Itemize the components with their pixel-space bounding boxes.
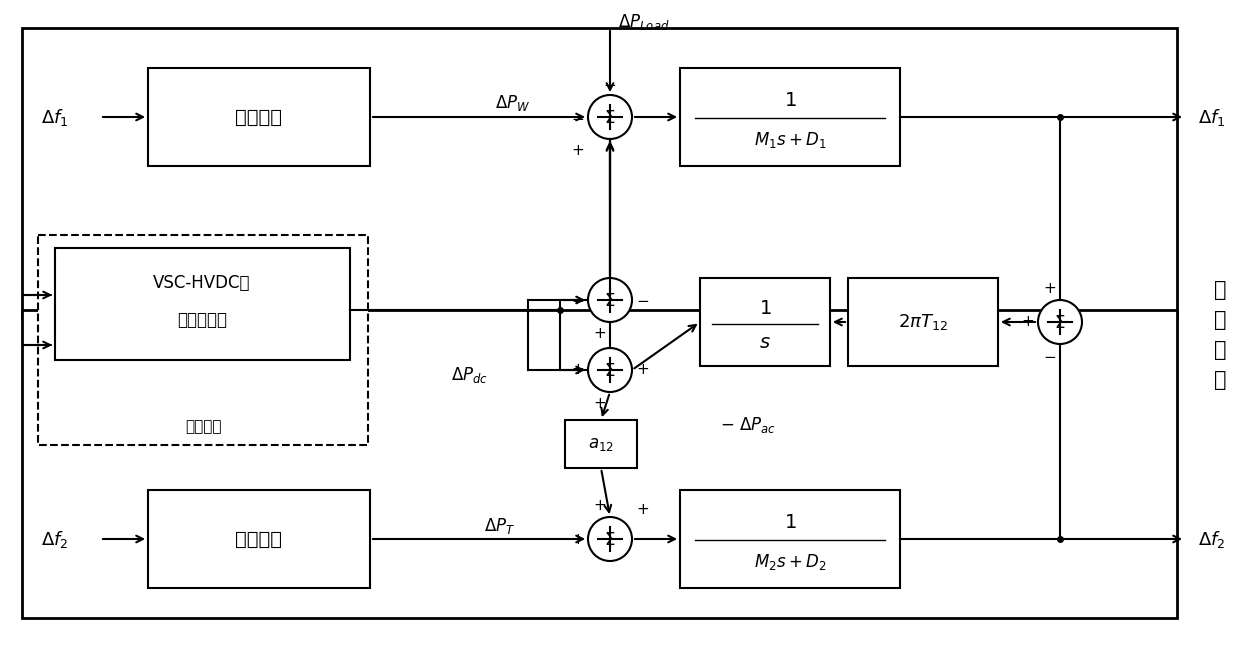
Text: $2\pi T_{12}$: $2\pi T_{12}$ [898,312,949,332]
Bar [680,490,900,588]
Bar [565,420,637,468]
Text: 率附加控制: 率附加控制 [177,311,227,329]
Bar [55,248,350,360]
Text: $\Delta f_1$: $\Delta f_1$ [1198,106,1225,128]
Text: $-$: $-$ [636,292,650,308]
Text: $1$: $1$ [784,513,796,531]
Text: 火电机组: 火电机组 [236,530,283,548]
Text: 直流线路: 直流线路 [185,419,221,435]
Text: $+$: $+$ [570,531,584,546]
Text: $+$: $+$ [636,502,649,517]
Text: $\Sigma$: $\Sigma$ [604,531,616,549]
Bar [22,310,1177,618]
Text: $\Sigma$: $\Sigma$ [604,292,616,310]
Text: 线: 线 [1214,310,1226,330]
Text: 交: 交 [1214,370,1226,390]
Text: $\Sigma$: $\Sigma$ [604,109,616,127]
Text: $\Delta f_2$: $\Delta f_2$ [1198,528,1225,550]
Text: $\Delta P_T$: $\Delta P_T$ [484,516,515,536]
Text: $\Sigma$: $\Sigma$ [1054,314,1065,332]
Text: $+$: $+$ [593,326,606,341]
Text: VSC-HVDC频: VSC-HVDC频 [154,274,250,292]
Bar [22,28,1177,318]
Text: $a_{12}$: $a_{12}$ [588,435,614,453]
Text: $\Delta P_W$: $\Delta P_W$ [495,93,529,113]
Text: $M_2s+D_2$: $M_2s+D_2$ [754,552,826,572]
Circle shape [588,517,632,561]
Text: $+$: $+$ [593,396,606,411]
Bar [848,278,998,366]
Text: $\Sigma$: $\Sigma$ [604,362,616,380]
Circle shape [588,95,632,139]
Text: $M_1s+D_1$: $M_1s+D_1$ [754,130,826,150]
Text: $-\ \Delta P_{ac}$: $-\ \Delta P_{ac}$ [720,415,776,435]
Circle shape [588,278,632,322]
Circle shape [588,348,632,392]
Text: $-$: $-$ [570,110,584,124]
Text: $\Delta f_1$: $\Delta f_1$ [41,106,68,128]
Circle shape [1038,300,1083,344]
Text: $\Delta P_{dc}$: $\Delta P_{dc}$ [451,365,489,385]
Text: $+$: $+$ [1021,315,1034,330]
Text: $+$: $+$ [570,143,584,158]
Bar [701,278,830,366]
Text: $-$: $-$ [1043,348,1056,363]
Text: $+$: $+$ [593,498,606,513]
Text: $s$: $s$ [759,333,771,353]
Text: 路: 路 [1214,280,1226,300]
Text: $\Delta f_2$: $\Delta f_2$ [41,528,68,550]
Text: $+$: $+$ [1043,281,1056,296]
Bar [680,68,900,166]
Text: $\Delta P_{Load}$: $\Delta P_{Load}$ [618,12,670,32]
Bar [38,235,368,445]
Text: $1$: $1$ [759,299,771,317]
Text: $+$: $+$ [570,362,584,377]
Text: $-$: $-$ [604,76,616,91]
Bar [148,490,370,588]
Text: 流: 流 [1214,340,1226,360]
Text: $+$: $+$ [636,362,649,377]
Text: $1$: $1$ [784,90,796,110]
Text: 风电机组: 风电机组 [236,108,283,126]
Bar [148,68,370,166]
Text: $-$: $-$ [570,292,584,308]
